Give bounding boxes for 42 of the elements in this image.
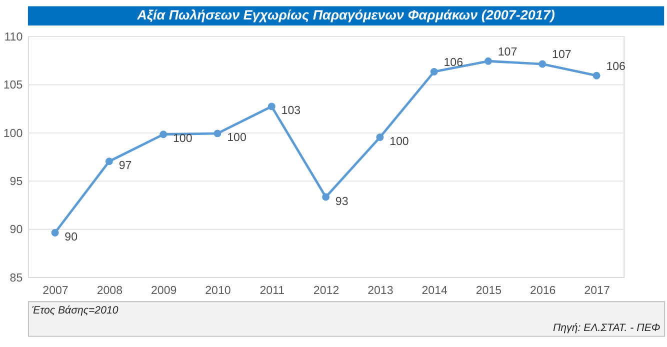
data-label: 103 [281, 105, 301, 118]
point [322, 193, 330, 201]
data-label: 93 [335, 196, 348, 208]
x-tick-label: 2011 [260, 284, 285, 297]
y-tick-label: 110 [4, 31, 23, 44]
point [430, 68, 438, 76]
y-tick-label: 100 [3, 128, 23, 140]
point [160, 130, 168, 138]
data-label: 100 [227, 132, 246, 144]
x-tick-label: 2015 [476, 284, 502, 297]
x-tick-label: 2008 [96, 284, 123, 297]
point [592, 72, 600, 80]
point [376, 134, 384, 142]
x-tick-label: 2012 [313, 284, 340, 297]
data-label: 107 [552, 49, 572, 62]
point [268, 102, 276, 110]
text: Πηγή: ΕΛ.ΣΤΑΤ. - ΠΕΦ [553, 322, 660, 334]
y-tick-label: 85 [10, 272, 23, 284]
data-label: 97 [118, 160, 132, 172]
y-tick-label: 90 [10, 224, 23, 236]
x-tick-label: 2007 [42, 284, 68, 297]
data-label: 90 [64, 231, 78, 244]
x-tick-label: 2017 [584, 284, 610, 297]
y-tick-label: 105 [3, 80, 23, 92]
data-label: 107 [498, 46, 518, 58]
data-label: 106 [606, 60, 626, 73]
point [51, 228, 59, 236]
point [214, 130, 222, 138]
text: Έτος Βάσης=2010 [32, 304, 118, 317]
data-label: 100 [172, 133, 192, 146]
point [538, 60, 546, 68]
y-tick-label: 95 [10, 176, 23, 188]
point [484, 57, 492, 65]
chart-title: Αξία Πωλήσεων Εγχωρίως Παραγόμενων Φαρμάκων (2007-2017) [136, 8, 556, 23]
data-label: 100 [390, 136, 409, 148]
x-tick-label: 2010 [205, 284, 231, 297]
point [105, 158, 113, 166]
x-tick-label: 2013 [368, 284, 394, 297]
x-tick-label: 2014 [422, 284, 448, 297]
x-tick-label: 2009 [150, 284, 177, 297]
x-tick-label: 2016 [530, 284, 556, 297]
data-label: 106 [444, 56, 463, 69]
